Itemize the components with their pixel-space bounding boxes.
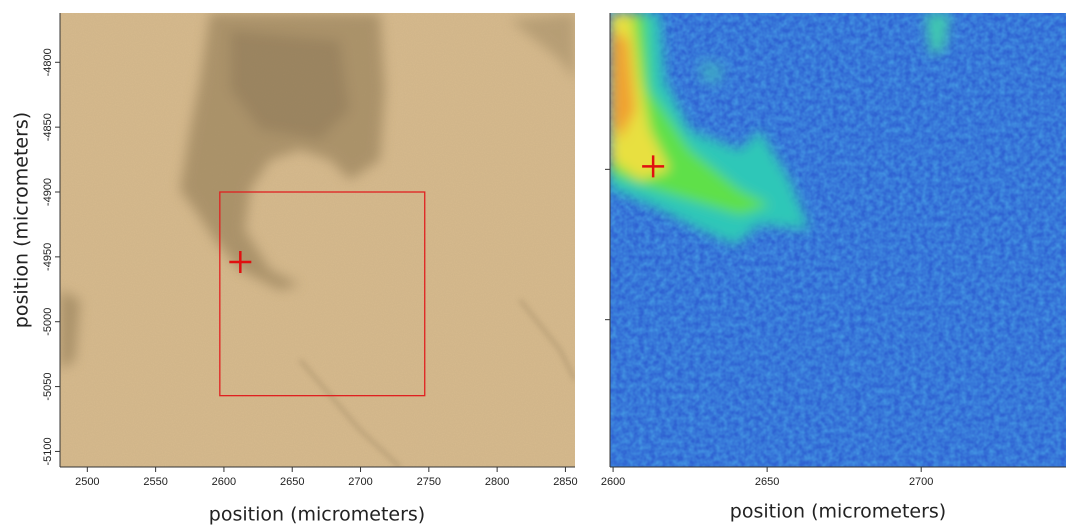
marker-cross bbox=[642, 155, 665, 178]
y-tick-label: -5000 bbox=[42, 308, 54, 336]
x-tick-label: 2650 bbox=[280, 476, 304, 488]
y-axis-label: position (micrometers) bbox=[11, 112, 33, 328]
x-tick-label: 2650 bbox=[755, 476, 779, 488]
marker-cross bbox=[229, 251, 252, 274]
y-tick-label: -4800 bbox=[42, 48, 54, 76]
x-tick-label: 2800 bbox=[485, 476, 509, 488]
region-box bbox=[219, 191, 426, 397]
x-tick-label: 2550 bbox=[143, 476, 167, 488]
x-tick-label: 2700 bbox=[909, 476, 933, 488]
y-tick-label: -5050 bbox=[42, 373, 54, 401]
x-axis-label: position (micrometers) bbox=[730, 501, 946, 523]
x-axis-label: position (micrometers) bbox=[209, 504, 425, 525]
intensity-map bbox=[610, 13, 1066, 467]
y-tick-label: -5100 bbox=[42, 437, 54, 465]
y-tick-label: -4900 bbox=[42, 178, 54, 206]
x-tick-label: 2600 bbox=[212, 476, 236, 488]
x-tick-label: 2700 bbox=[348, 476, 372, 488]
y-tick-label: -4850 bbox=[42, 113, 54, 141]
x-tick-label: 2600 bbox=[601, 476, 625, 488]
x-tick-label: 2750 bbox=[417, 476, 441, 488]
x-tick-label: 2850 bbox=[553, 476, 577, 488]
y-tick-label: -4950 bbox=[42, 243, 54, 271]
x-tick-label: 2500 bbox=[75, 476, 99, 488]
micrograph bbox=[60, 13, 575, 467]
